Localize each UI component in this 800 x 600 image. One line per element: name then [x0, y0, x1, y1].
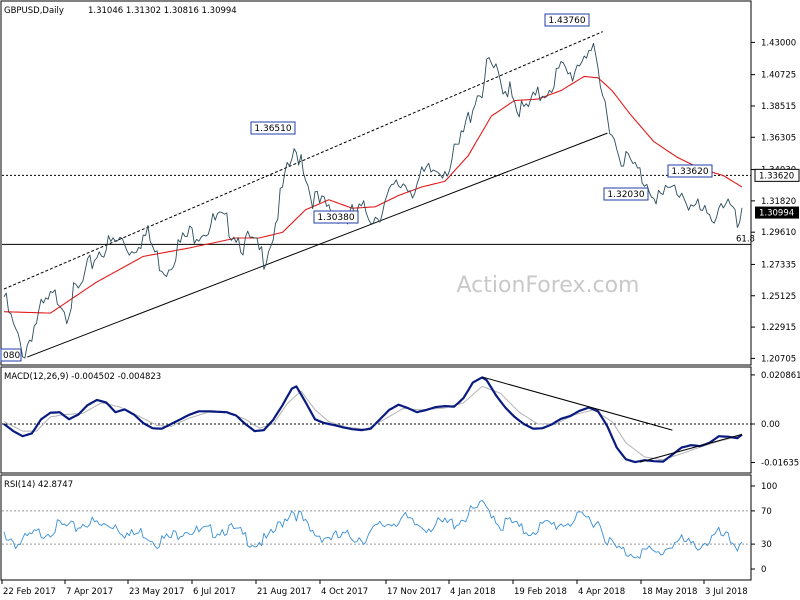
macd-signal-line — [3, 385, 743, 461]
time-tick-label: 7 Apr 2017 — [66, 587, 113, 597]
level-label-1-32030: 1.32030 — [603, 187, 649, 201]
watermark: ActionForex.com — [457, 273, 640, 298]
rsi-y-axis: 100 70 30 0 — [751, 482, 777, 575]
macd-trend-line-2 — [639, 433, 743, 463]
time-tick-label: 21 Aug 2017 — [257, 587, 311, 597]
macd-label: MACD(12,26,9) -0.004502 -0.004823 — [4, 372, 161, 382]
price-tick-label: 1.36305 — [761, 133, 796, 143]
current-price-text: 1.30994 — [759, 209, 794, 219]
level-label-1-43760: 1.43760 — [544, 13, 590, 27]
price-trend-line-1 — [3, 31, 603, 290]
rsi-label: RSI(14) 42.8747 — [4, 480, 73, 490]
level-label-1-36510: 1.36510 — [250, 121, 296, 135]
time-tick-label: 4 Apr 2018 — [578, 587, 625, 597]
level-label-box — [667, 164, 713, 178]
rsi-tick-label: 100 — [761, 482, 777, 492]
ohlc-label: 1.31046 1.31302 1.30816 1.30994 — [88, 6, 237, 16]
price-tick-label: 1.29610 — [761, 228, 796, 238]
price-trend-lines — [3, 31, 608, 358]
level-label-text: 1.30380 — [317, 213, 354, 223]
price-tick-label: 1.31820 — [761, 197, 796, 207]
time-tick-label: 4 Jan 2018 — [450, 587, 496, 597]
price-y-axis: 1.430001.407251.385151.363051.340301.318… — [751, 38, 800, 364]
price-tick-label: 1.40725 — [761, 71, 796, 81]
level-price-tag-box — [754, 168, 800, 182]
macd-tick-label: 0.020861 — [761, 371, 800, 381]
price-reference-lines: 61.8 — [2, 174, 755, 245]
macd-trend-line-1 — [481, 376, 673, 431]
level-label-text: 1.43760 — [548, 16, 585, 26]
macd-signal-series — [3, 385, 743, 461]
macd-tick-label: -0.016357 — [761, 458, 800, 468]
macd-trend-lines — [481, 376, 743, 463]
macd-line — [3, 376, 743, 464]
level-label-box — [603, 187, 649, 201]
price-tick-label: 1.43000 — [761, 38, 796, 48]
rsi-tick-label: 30 — [761, 540, 772, 550]
time-tick-label: 6 Jul 2017 — [193, 587, 236, 597]
time-tick-label: 19 Feb 2018 — [514, 587, 567, 597]
price-tick-label: 1.25125 — [761, 292, 796, 302]
price-tick-label: 1.22915 — [761, 323, 796, 333]
rsi-tick-label: 70 — [761, 507, 772, 517]
rsi-line — [3, 499, 743, 559]
level-label-box — [544, 13, 590, 27]
level-label-text: 1.32030 — [607, 190, 644, 200]
level-label-box — [313, 210, 359, 224]
fib-label: 61.8 — [736, 234, 755, 244]
time-axis: 22 Feb 2017 7 Apr 2017 23 May 2017 6 Jul 20… — [1, 580, 748, 597]
macd-series — [3, 376, 743, 464]
macd-y-axis: 0.020861 0.00 -0.016357 — [751, 371, 800, 468]
level-label-1-33620: 1.33620 — [667, 164, 713, 178]
price-tick-label: 1.38515 — [761, 102, 796, 112]
time-tick-label: 4 Oct 2017 — [321, 587, 368, 597]
level-label-partial: 080 — [0, 348, 22, 362]
rsi-level-lines — [2, 510, 751, 545]
time-tick-label: 3 Jul 2018 — [705, 587, 748, 597]
level-label-text: 080 — [3, 351, 20, 361]
macd-panel-frame — [0, 366, 752, 474]
price-level-labels: 1.43760 1.36510 1.30380 1.32030 1.33620 080 — [0, 13, 713, 362]
price-panel-frame — [0, 0, 752, 366]
level-label-box — [250, 121, 296, 135]
symbol-label: GBPUSD,Daily — [4, 6, 64, 16]
price-series — [3, 42, 743, 359]
time-tick-label: 17 Nov 2017 — [387, 587, 441, 597]
rsi-series — [3, 499, 743, 559]
level-label-text: 1.33620 — [671, 167, 708, 177]
level-label-box — [0, 348, 22, 362]
moving-average-line — [3, 75, 743, 314]
price-trend-line-2 — [27, 132, 608, 358]
current-price-box — [755, 206, 799, 219]
price-tick-label: 1.20705 — [761, 354, 796, 364]
macd-tick-label: 0.00 — [761, 420, 780, 430]
time-tick-label: 23 May 2017 — [129, 587, 184, 597]
level-label-1-30380: 1.30380 — [313, 210, 359, 224]
rsi-panel-frame — [0, 474, 752, 581]
price-tick-label: 1.27335 — [761, 260, 796, 270]
level-price-tag: 1.33620 — [754, 168, 800, 182]
time-tick-label: 18 May 2018 — [642, 587, 697, 597]
current-price-tag: 1.30994 — [755, 206, 799, 219]
level-price-tag-text: 1.33620 — [759, 171, 794, 181]
moving-average-series — [3, 75, 743, 314]
rsi-tick-label: 0 — [761, 565, 766, 575]
level-label-text: 1.36510 — [254, 124, 291, 134]
price-line — [3, 42, 743, 359]
time-tick-label: 22 Feb 2017 — [3, 587, 56, 597]
